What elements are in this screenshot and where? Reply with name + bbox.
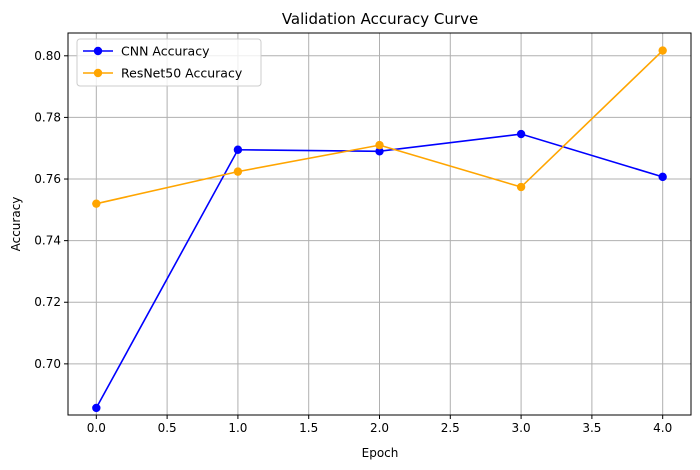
x-tick-label: 0.5 xyxy=(158,421,177,435)
y-axis-label: Accuracy xyxy=(9,197,23,252)
x-tick-label: 2.0 xyxy=(370,421,389,435)
x-tick-label: 3.0 xyxy=(512,421,531,435)
y-tick-label: 0.78 xyxy=(34,110,61,124)
plot-series xyxy=(92,46,667,413)
data-point xyxy=(375,140,384,150)
data-point xyxy=(658,46,667,55)
grid-lines xyxy=(68,33,691,415)
series-cnn xyxy=(92,129,667,413)
data-point xyxy=(516,182,526,192)
legend-label: CNN Accuracy xyxy=(121,44,210,59)
x-tick-label: 1.5 xyxy=(299,421,318,435)
x-tick-label: 4.0 xyxy=(653,421,672,435)
legend: CNN Accuracy ResNet50 Accuracy xyxy=(76,38,262,87)
data-point xyxy=(375,147,384,156)
legend-box xyxy=(76,38,262,87)
y-tick-label: 0.76 xyxy=(34,172,61,186)
x-tick-label: 0.0 xyxy=(87,421,106,435)
data-point xyxy=(92,199,101,208)
x-tick-label: 1.0 xyxy=(228,421,247,435)
legend-marker xyxy=(93,46,103,56)
x-tick-label: 2.5 xyxy=(441,421,460,435)
legend-label: ResNet50 Accuracy xyxy=(121,66,243,81)
data-point xyxy=(233,145,243,154)
x-axis-label: Epoch xyxy=(362,446,399,460)
y-tick-label: 0.70 xyxy=(34,357,61,371)
data-point xyxy=(92,403,101,413)
legend-item: CNN Accuracy xyxy=(83,44,210,59)
chart-title: Validation Accuracy Curve xyxy=(282,10,478,28)
legend-item: ResNet50 Accuracy xyxy=(83,66,243,81)
data-point xyxy=(516,129,526,139)
y-tick-label: 0.72 xyxy=(34,295,61,309)
y-tick-label: 0.80 xyxy=(34,49,61,63)
x-tick-label: 3.5 xyxy=(582,421,601,435)
legend-marker xyxy=(93,68,103,78)
data-point xyxy=(233,167,243,176)
axis-ticks: 0.0 0.5 1.0 1.5 2.0 2.5 3.0 3.5 4.0 0.70 0.72 0.74 0… xyxy=(34,49,672,435)
series-resnet50 xyxy=(92,46,667,208)
y-tick-label: 0.74 xyxy=(34,234,61,248)
data-point xyxy=(658,172,667,182)
